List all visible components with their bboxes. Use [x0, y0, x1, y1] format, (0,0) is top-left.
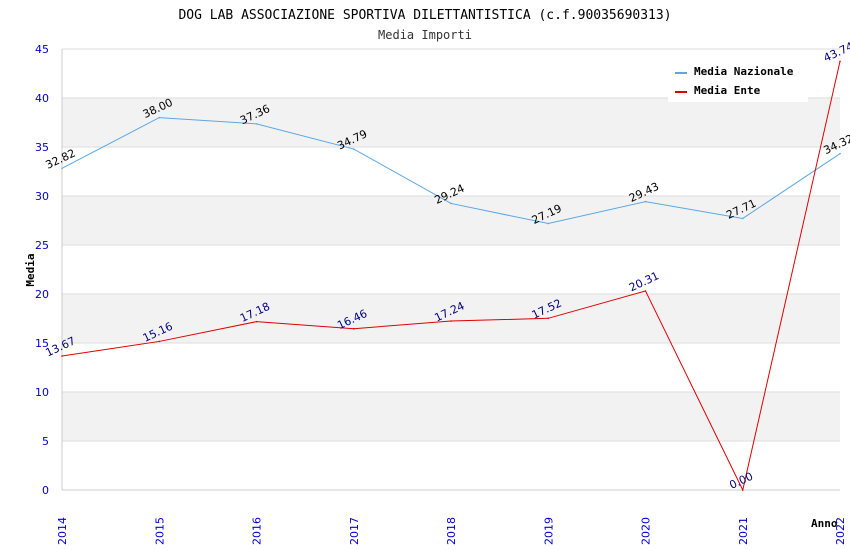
y-tick-labels: 0 5 10 15 20 25 30 35 40 45: [35, 43, 49, 497]
x-tick-label: 2015: [153, 517, 166, 545]
data-point: [255, 123, 258, 125]
data-point: [158, 340, 161, 343]
data-point: [547, 317, 550, 320]
chart-subtitle: Media Importi: [378, 28, 472, 42]
data-point: [158, 116, 161, 119]
data-label: 0.00: [727, 470, 755, 492]
data-label: 43.74: [821, 40, 850, 65]
x-tick-labels: 2014 2015 2016 2017 2018 2019 2020 2021 2022: [56, 517, 847, 545]
x-tick-label: 2018: [445, 517, 458, 545]
y-tick-label: 45: [35, 43, 49, 56]
y-tick-label: 15: [35, 337, 49, 350]
y-tick-label: 30: [35, 190, 49, 203]
legend-label-media-ente: Media Ente: [694, 84, 761, 97]
chart-title: DOG LAB ASSOCIAZIONE SPORTIVA DILETTANTI…: [178, 8, 671, 23]
data-point: [839, 60, 841, 63]
band: [62, 98, 840, 147]
gridlines: [62, 48, 840, 491]
legend-label-media-nazionale: Media Nazionale: [694, 65, 794, 78]
data-point: [450, 202, 452, 205]
y-tick-label: 20: [35, 288, 49, 301]
y-tick-label: 5: [42, 435, 49, 448]
data-point: [61, 167, 63, 170]
y-tick-label: 40: [35, 92, 49, 105]
y-tick-label: 0: [42, 484, 49, 497]
x-tick-label: 2021: [737, 517, 750, 545]
x-axis-label: Anno: [811, 517, 838, 530]
x-tick-label: 2020: [640, 517, 653, 545]
y-tick-label: 10: [35, 386, 49, 399]
y-tick-label: 35: [35, 141, 49, 154]
legend: Media Nazionale Media Ente: [668, 58, 808, 102]
x-tick-label: 2019: [542, 517, 555, 545]
background-bands: [62, 98, 840, 441]
data-point: [352, 148, 355, 150]
data-point: [644, 200, 647, 203]
data-point: [741, 217, 744, 220]
data-point: [839, 152, 841, 155]
x-tick-label: 2022: [834, 517, 847, 545]
data-point: [547, 222, 550, 225]
data-point: [352, 327, 355, 330]
y-axis-label: Media: [24, 253, 37, 286]
legend-box: [668, 58, 808, 102]
y-tick-label: 25: [35, 239, 49, 252]
band: [62, 294, 840, 343]
x-tick-label: 2016: [251, 517, 264, 545]
data-label: 20.31: [627, 269, 661, 294]
axes: [61, 49, 840, 491]
data-point: [255, 320, 258, 323]
series-lines: [61, 60, 841, 492]
x-tick-label: 2014: [56, 517, 69, 545]
data-point: [741, 489, 744, 491]
data-point: [450, 320, 452, 322]
x-tick-label: 2017: [348, 517, 361, 545]
data-point: [644, 290, 647, 292]
band: [62, 392, 840, 441]
data-point: [61, 355, 63, 357]
